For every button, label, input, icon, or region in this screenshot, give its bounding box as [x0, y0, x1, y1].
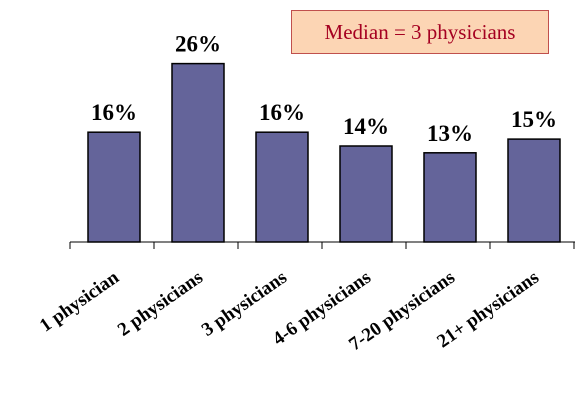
bar-4 — [339, 145, 393, 243]
value-label-3: 16% — [259, 100, 305, 125]
value-label-1: 16% — [91, 100, 137, 125]
value-label-6: 15% — [511, 107, 557, 132]
value-label-5: 13% — [427, 121, 473, 146]
bar-1 — [87, 131, 141, 243]
category-label-2: 2 physicians — [114, 267, 207, 341]
value-labels-layer: 16% 26% 16% 14% 13% 15% — [91, 32, 557, 146]
bar-3 — [255, 131, 309, 243]
bar-2 — [171, 62, 225, 243]
bar-5 — [423, 152, 477, 243]
value-label-2: 26% — [175, 32, 221, 57]
value-label-4: 14% — [343, 114, 389, 139]
x-axis — [69, 241, 575, 249]
bars-layer — [87, 62, 561, 243]
category-label-1: 1 physician — [36, 267, 123, 337]
bar-6 — [507, 138, 561, 243]
median-annotation-text: Median = 3 physicians — [324, 19, 516, 44]
median-annotation-box: Median = 3 physicians — [291, 10, 549, 54]
